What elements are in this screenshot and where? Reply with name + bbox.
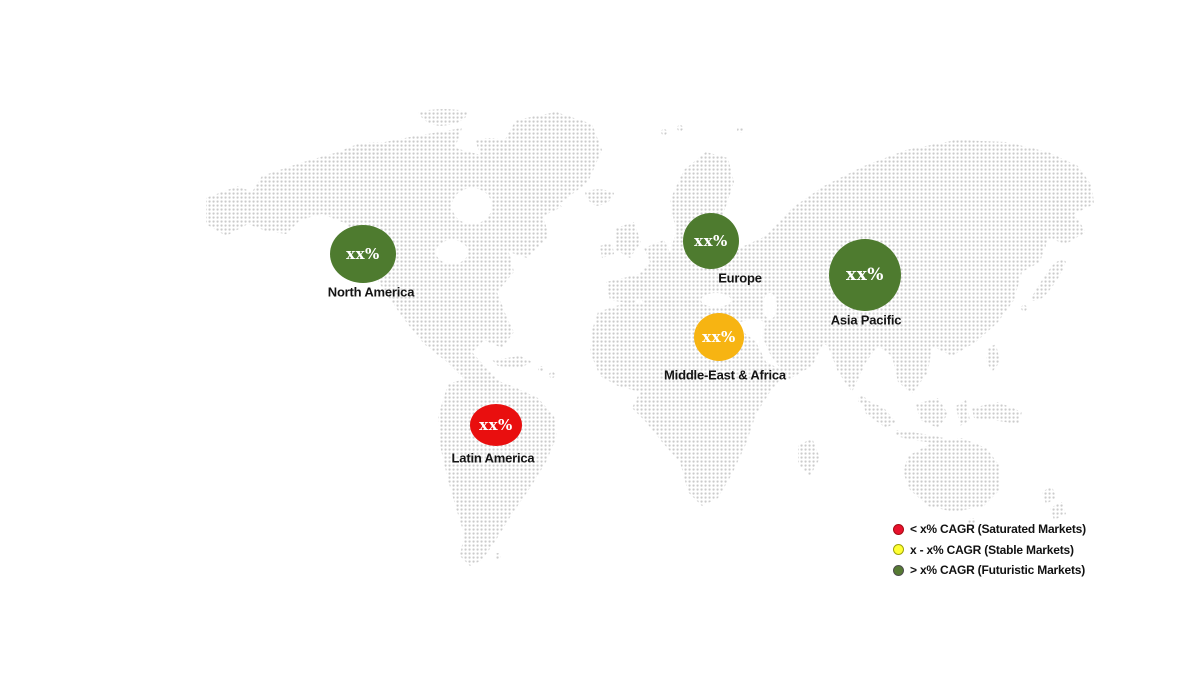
legend-dot-saturated-icon	[893, 523, 904, 535]
legend-label-saturated: < x% CAGR (Saturated Markets)	[910, 522, 1086, 537]
bubble-label-latin-america: Latin America	[451, 450, 535, 466]
continent-africa	[590, 302, 786, 506]
bubble-value-latin-america: xx%	[479, 415, 513, 434]
bubble-europe[interactable]: xx%	[683, 213, 739, 269]
bubble-label-asia-pacific: Asia Pacific	[830, 312, 902, 328]
bubble-label-north-america: North America	[327, 284, 415, 300]
bubble-north-america[interactable]: xx%	[330, 225, 396, 283]
legend-row-stable: x - x% CAGR (Stable Markets)	[893, 540, 1086, 561]
legend-label-stable: x - x% CAGR (Stable Markets)	[910, 542, 1074, 557]
bubble-latin-america[interactable]: xx%	[470, 404, 522, 446]
greenland	[498, 112, 602, 207]
bubble-value-asia-pacific: xx%	[846, 264, 884, 285]
bubble-value-middle-east-africa: xx%	[702, 327, 736, 346]
legend-row-futuristic: > x% CAGR (Futuristic Markets)	[893, 560, 1086, 581]
legend-row-saturated: < x% CAGR (Saturated Markets)	[893, 519, 1086, 540]
bubble-value-europe: xx%	[694, 231, 728, 250]
continent-south-america	[438, 374, 557, 566]
legend-dot-futuristic-icon	[893, 564, 904, 576]
cagr-legend: < x% CAGR (Saturated Markets) x - x% CAG…	[893, 519, 1086, 581]
legend-dot-stable-icon	[893, 544, 904, 556]
bubble-value-north-america: xx%	[346, 244, 380, 263]
bubble-asia-pacific[interactable]: xx%	[829, 239, 901, 311]
bubble-middle-east-africa[interactable]: xx%	[694, 313, 744, 361]
bubble-label-europe: Europe	[718, 270, 762, 286]
continent-australia	[903, 438, 1000, 512]
legend-label-futuristic: > x% CAGR (Futuristic Markets)	[910, 563, 1086, 578]
bubble-label-middle-east-africa: Middle-East & Africa	[664, 367, 786, 383]
